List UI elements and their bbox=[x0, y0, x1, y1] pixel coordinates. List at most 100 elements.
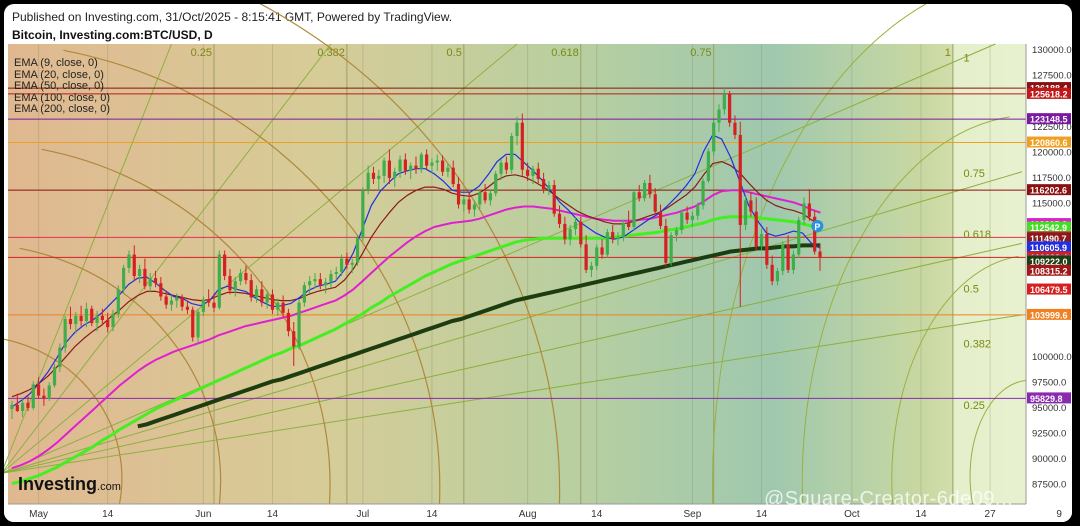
candle-body-90 bbox=[488, 193, 493, 201]
candle-body-65 bbox=[355, 238, 360, 263]
price-label-bg-16 bbox=[1027, 392, 1071, 404]
ema200-line bbox=[137, 243, 821, 429]
fib-arc-3 bbox=[63, 49, 441, 505]
x-tick-4: Jul bbox=[356, 509, 369, 520]
candle-body-32 bbox=[180, 297, 184, 307]
ema20-line bbox=[11, 161, 821, 398]
candle-body-7 bbox=[47, 385, 51, 399]
price-label-bg-4 bbox=[1027, 184, 1071, 196]
price-label-bg-0 bbox=[1027, 82, 1071, 94]
fib-price-label-5: 0.25 bbox=[964, 400, 985, 412]
candle-body-60 bbox=[329, 274, 333, 283]
candle-body-37 bbox=[207, 299, 211, 303]
price-label-8: 111490.7 bbox=[1030, 234, 1067, 244]
candle-body-20 bbox=[116, 289, 120, 314]
candle-body-70 bbox=[382, 160, 386, 176]
x-tick-10: Oct bbox=[844, 509, 860, 520]
candle-body-104 bbox=[563, 223, 567, 240]
candle-body-9 bbox=[58, 347, 62, 368]
price-label-3: 120860.6 bbox=[1030, 138, 1068, 148]
candle-body-13 bbox=[79, 315, 83, 322]
candle-body-82 bbox=[446, 167, 450, 172]
candle-body-119 bbox=[642, 183, 647, 199]
indicator-ema200[interactable]: EMA (200, close, 0) bbox=[14, 103, 110, 115]
y-tick-2: 122500.0 bbox=[1032, 122, 1072, 133]
candle-body-35 bbox=[196, 311, 200, 338]
right-zone bbox=[952, 44, 1026, 504]
candle-body-48 bbox=[265, 294, 269, 303]
indicator-ema20[interactable]: EMA (20, close, 0) bbox=[14, 68, 104, 81]
fan-line-0 bbox=[4, 43, 172, 469]
candle-body-66 bbox=[361, 190, 365, 239]
candle-body-4 bbox=[31, 384, 35, 408]
candle-body-53 bbox=[292, 331, 296, 347]
candle-body-147 bbox=[791, 254, 796, 270]
candle-body-38 bbox=[212, 302, 216, 308]
fib-price-label-3: 0.5 bbox=[964, 283, 979, 295]
price-chart[interactable]: 0.25 0.382 0.5 0.618 0.75 1 1 0.75 0.618 0.5 0.382… bbox=[4, 4, 1072, 522]
candle-body-72 bbox=[393, 171, 397, 178]
price-label-6: 112542.9 bbox=[1030, 223, 1067, 233]
candle-body-136 bbox=[733, 122, 737, 135]
price-label-bg-13 bbox=[1027, 264, 1071, 276]
fan-line-4 bbox=[4, 171, 1023, 474]
candle-body-77 bbox=[419, 154, 423, 169]
x-tick-1: 14 bbox=[102, 509, 114, 520]
x-tick-2: Jun bbox=[195, 509, 211, 520]
candle-body-79 bbox=[430, 162, 434, 166]
y-tick-5: 115000.0 bbox=[1032, 198, 1071, 209]
candle-body-122 bbox=[658, 211, 663, 226]
candle-body-43 bbox=[238, 272, 243, 282]
candle-body-141 bbox=[759, 234, 764, 247]
candle-body-30 bbox=[169, 300, 174, 305]
candle-body-150 bbox=[807, 203, 811, 217]
candle-body-134 bbox=[722, 94, 726, 110]
price-label-bg-8 bbox=[1027, 232, 1071, 244]
chart-title: Bitcoin, Investing.com:BTC/USD, D bbox=[12, 28, 213, 42]
y-tick-1: 127500.0 bbox=[1032, 71, 1072, 82]
fib-time-label-3: 0.618 bbox=[551, 47, 579, 59]
candle-body-41 bbox=[228, 276, 232, 291]
candle-body-116 bbox=[627, 222, 631, 227]
published-note: Published on Investing.com, 31/Oct/2025 … bbox=[12, 10, 453, 24]
candle-body-26 bbox=[148, 278, 152, 287]
candle-body-97 bbox=[526, 169, 530, 176]
candle-body-126 bbox=[680, 212, 684, 231]
x-tick-3: 14 bbox=[267, 509, 279, 520]
candle-body-120 bbox=[648, 183, 652, 195]
price-label-1: 125618.2 bbox=[1030, 89, 1068, 99]
indicator-ema100[interactable]: EMA (100, close, 0) bbox=[14, 91, 110, 104]
candle-body-81 bbox=[440, 160, 445, 172]
candle-body-1 bbox=[15, 404, 19, 411]
y-tick-6: 100000.0 bbox=[1032, 352, 1072, 363]
y-tick-7: 97500.0 bbox=[1032, 377, 1066, 388]
candle-body-113 bbox=[611, 232, 615, 240]
candle-body-5 bbox=[36, 384, 41, 396]
candle-body-51 bbox=[281, 302, 285, 313]
indicator-ema50[interactable]: EMA (50, close, 0) bbox=[14, 80, 104, 92]
marker-p-label: P bbox=[814, 222, 820, 232]
candle-body-105 bbox=[568, 229, 572, 240]
candle-body-73 bbox=[398, 159, 402, 172]
candle-body-78 bbox=[425, 154, 429, 166]
indicator-ema9[interactable]: EMA (9, close, 0) bbox=[14, 57, 98, 69]
fib-price-label-4: 0.382 bbox=[964, 339, 992, 351]
candle-body-100 bbox=[541, 178, 546, 190]
candle-body-85 bbox=[462, 199, 466, 205]
fib-time-label-0: 0.25 bbox=[191, 47, 212, 59]
candle-body-22 bbox=[127, 254, 131, 268]
candle-body-138 bbox=[743, 200, 748, 225]
fan-line-1 bbox=[4, 43, 332, 471]
fib-price-label-1: 0.75 bbox=[964, 168, 985, 180]
ema100-line bbox=[11, 215, 821, 486]
ema50-line bbox=[11, 189, 821, 470]
right-arc-2 bbox=[801, 116, 1010, 505]
y-tick-0: 130000.0 bbox=[1032, 45, 1072, 56]
candle-body-114 bbox=[616, 237, 620, 240]
candle-body-62 bbox=[339, 258, 344, 272]
candle-body-140 bbox=[754, 211, 758, 247]
candle-body-23 bbox=[132, 254, 136, 277]
x-tick-7: 14 bbox=[591, 509, 603, 520]
candle-body-45 bbox=[249, 280, 253, 298]
candle-body-93 bbox=[504, 162, 508, 170]
